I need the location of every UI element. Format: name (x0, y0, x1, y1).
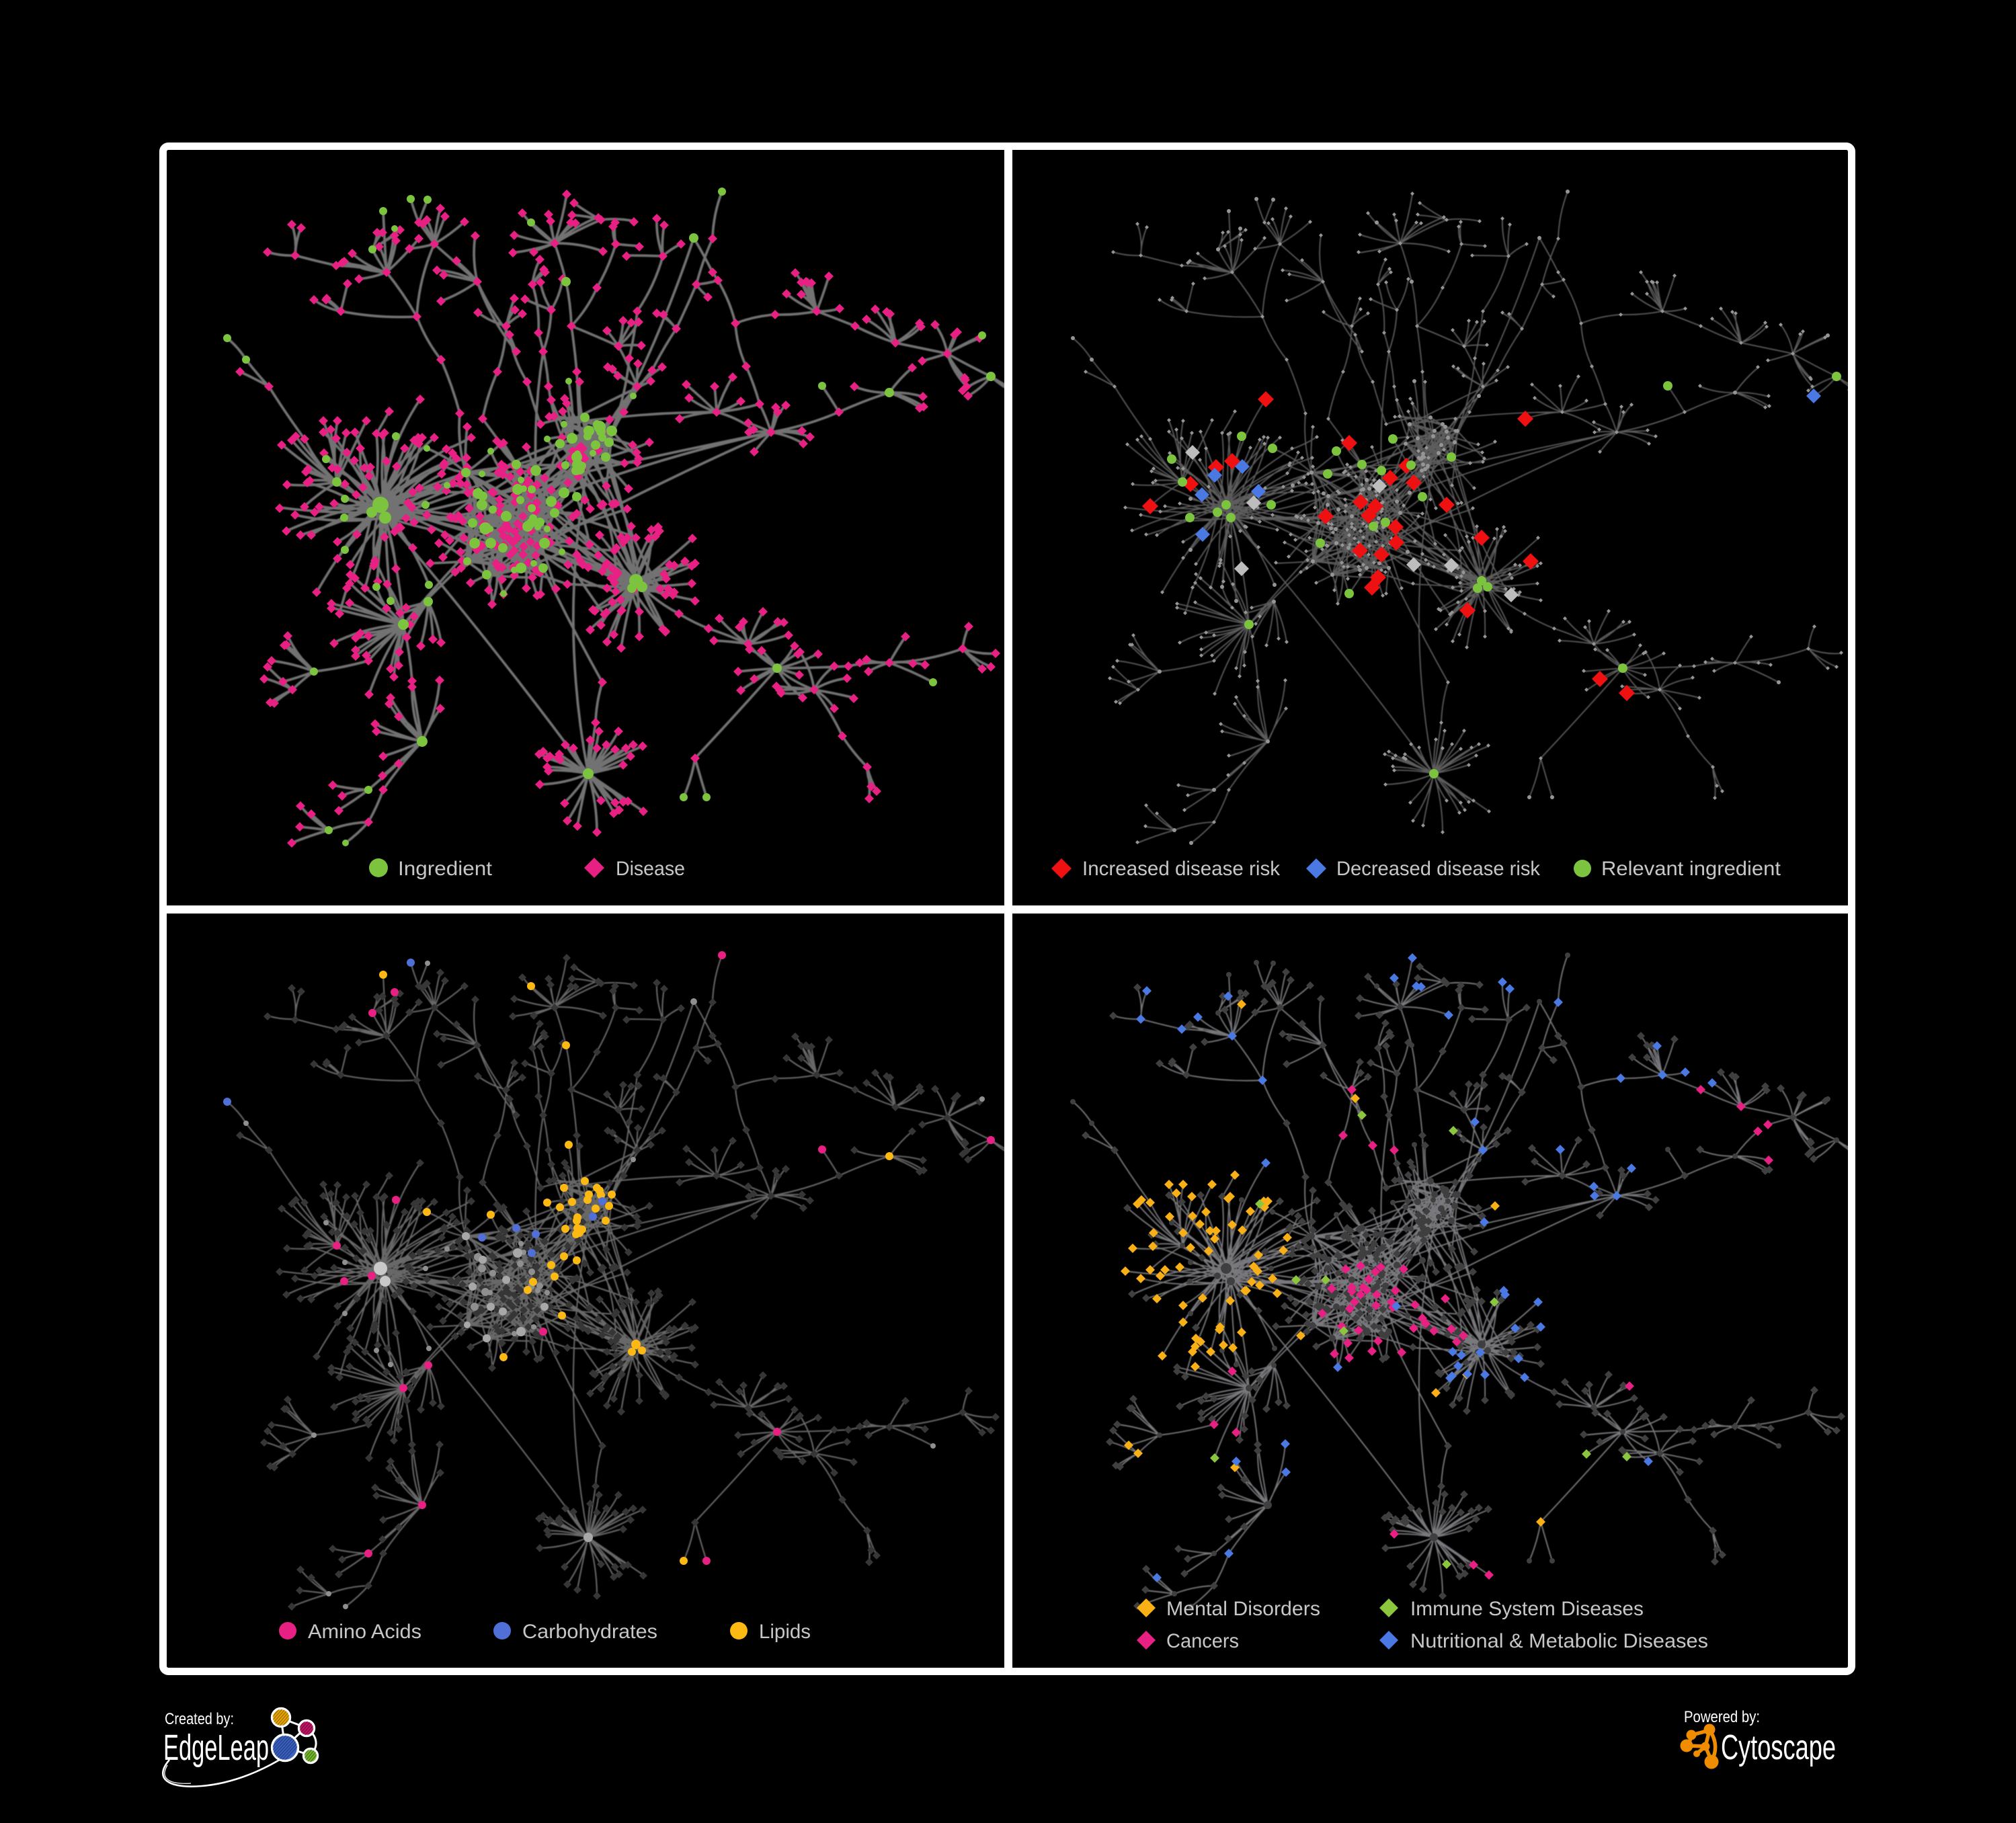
svg-text:Cancers: Cancers (1166, 1630, 1239, 1652)
svg-text:Decreased disease risk: Decreased disease risk (1336, 858, 1541, 880)
svg-text:Disease: Disease (616, 858, 685, 880)
svg-text:Immune System Diseases: Immune System Diseases (1410, 1598, 1644, 1620)
svg-text:Increased disease risk: Increased disease risk (1082, 858, 1281, 880)
svg-text:Nutritional & Metabolic Diseas: Nutritional & Metabolic Diseases (1410, 1630, 1708, 1652)
svg-text:Amino Acids: Amino Acids (308, 1621, 421, 1643)
svg-text:Ingredient: Ingredient (398, 858, 493, 880)
svg-text:Relevant ingredient: Relevant ingredient (1601, 858, 1781, 880)
svg-text:Carbohydrates: Carbohydrates (522, 1621, 657, 1643)
svg-text:Created by:: Created by: (165, 1710, 234, 1728)
svg-text:EdgeLeap: EdgeLeap (163, 1728, 269, 1768)
svg-text:Mental Disorders: Mental Disorders (1166, 1598, 1320, 1620)
svg-text:Cytoscape: Cytoscape (1721, 1728, 1836, 1767)
svg-text:Lipids: Lipids (759, 1621, 811, 1643)
svg-text:Powered by:: Powered by: (1684, 1708, 1760, 1726)
